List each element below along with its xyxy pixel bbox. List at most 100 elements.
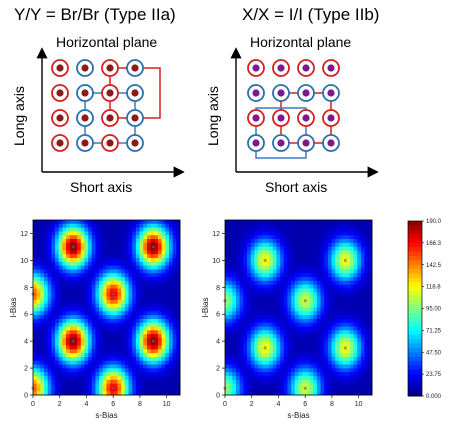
heatmap-cell — [106, 391, 111, 396]
heatmap-cell — [276, 284, 281, 289]
heatmap-cell — [77, 375, 82, 381]
heatmap-cell — [95, 280, 100, 286]
heatmap-cell — [298, 360, 303, 365]
heatmap-cell — [168, 299, 174, 305]
heatmap-cell — [66, 246, 71, 251]
heatmap-cell — [272, 227, 277, 232]
heatmap-cell — [335, 311, 340, 316]
heatmap-cell — [236, 231, 241, 236]
heatmap-cell — [239, 296, 244, 301]
heatmap-cell — [272, 337, 277, 343]
heatmap-cell — [302, 334, 307, 339]
heatmap-cell — [254, 364, 259, 369]
heatmap-cell — [106, 235, 111, 240]
heatmap-cell — [265, 379, 270, 384]
heatmap-cell — [84, 330, 89, 335]
heatmap-cell — [113, 375, 118, 381]
heatmap-cell — [176, 242, 181, 248]
heatmap-cell — [298, 318, 303, 324]
heatmap-cell — [272, 307, 277, 312]
heatmap-cell — [302, 280, 307, 286]
heatmap-cell — [47, 303, 52, 308]
colorbar-segment — [408, 378, 422, 384]
heatmap-cell — [225, 326, 230, 331]
heatmap-cell — [305, 296, 310, 301]
heatmap-cell — [132, 296, 137, 301]
heatmap-cell — [294, 231, 299, 236]
heatmap-cell — [283, 242, 288, 248]
heatmap-cell — [360, 288, 366, 293]
heatmap-cell — [150, 307, 155, 312]
heatmap-cell — [368, 292, 373, 297]
heatmap-cell — [298, 254, 303, 259]
heatmap-cell — [36, 220, 41, 225]
heatmap-cell — [150, 341, 155, 346]
heatmap-cell — [165, 334, 170, 339]
heatmap-cell — [357, 372, 362, 377]
heatmap-cell — [113, 246, 118, 251]
heatmap-cell — [33, 280, 38, 286]
heatmap-cell — [294, 360, 299, 365]
heatmap-cell — [80, 231, 85, 236]
heatmap-cell — [280, 284, 285, 289]
heatmap-cell — [265, 341, 270, 346]
heatmap-cell — [272, 231, 277, 236]
heatmap-cell — [95, 250, 100, 255]
heatmap-cell — [165, 364, 170, 369]
heatmap-cell — [298, 227, 303, 232]
colorbar-segment — [408, 339, 422, 344]
heatmap-cell — [247, 375, 252, 381]
heatmap-cell — [146, 284, 151, 289]
heatmap-cell — [66, 364, 71, 369]
heatmap-cell — [121, 315, 126, 320]
heatmap-cell — [364, 315, 369, 320]
heatmap-cell — [150, 261, 155, 267]
heatmap-cell — [95, 239, 100, 244]
heatmap-cell — [258, 280, 263, 286]
heatmap-cell — [47, 349, 52, 354]
heatmap-cell — [243, 307, 248, 312]
heatmap-cell — [280, 296, 285, 301]
lattice-atom — [131, 64, 139, 72]
heatmap-cell — [258, 330, 263, 335]
lattice-atom — [131, 139, 139, 147]
heatmap-cell — [313, 326, 318, 331]
heatmap-cell — [327, 261, 332, 267]
heatmap-cell — [357, 296, 362, 301]
heatmap-cell — [258, 353, 263, 358]
heatmap-cell — [128, 261, 133, 267]
heatmap-cell — [77, 322, 82, 327]
heatmap-cell — [324, 288, 329, 293]
heatmap-cell — [338, 277, 343, 282]
heatmap-cell — [247, 368, 252, 373]
heatmap-cell — [353, 269, 358, 274]
heatmap-cell — [91, 307, 96, 312]
heatmap-cell — [360, 227, 366, 232]
heatmap-cell — [150, 246, 155, 251]
heatmap-cell — [44, 220, 49, 225]
heatmap-cell — [132, 277, 137, 282]
heatmap-cell — [250, 280, 255, 286]
heatmap-cell — [261, 292, 266, 297]
heatmap-cell — [342, 250, 347, 255]
heatmap-cell — [168, 360, 174, 365]
heatmap-cell — [305, 330, 310, 335]
heatmap-cell — [360, 349, 366, 354]
heatmap-cell — [280, 250, 285, 255]
heatmap-cell — [320, 337, 325, 343]
heatmap-cell — [360, 318, 366, 324]
heatmap-cell — [176, 387, 181, 392]
heatmap-cell — [247, 269, 252, 274]
heatmap-cell — [250, 326, 255, 331]
heatmap-cell — [232, 326, 237, 331]
heatmap-cell — [172, 231, 177, 236]
heatmap-cell — [161, 330, 166, 335]
lattice-atom — [131, 89, 139, 97]
heatmap-cell — [265, 261, 270, 267]
heatmap-cell — [132, 311, 137, 316]
heatmap-cell — [168, 277, 174, 282]
heatmap-cell — [320, 223, 325, 229]
heatmap-cell — [88, 280, 93, 286]
heatmap-cell — [106, 341, 111, 346]
heatmap-cell — [316, 246, 321, 251]
